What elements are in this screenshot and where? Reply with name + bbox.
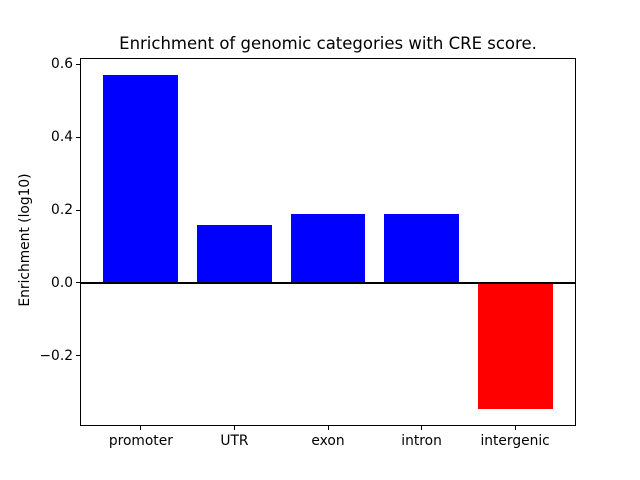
x-tick-mark <box>514 426 516 430</box>
bar-intron <box>384 213 459 283</box>
y-tick-mark <box>76 209 80 211</box>
x-tick-mark <box>233 426 235 430</box>
y-tick-label: 0.2 <box>51 202 73 219</box>
y-tick-mark <box>76 355 80 357</box>
y-tick-mark <box>76 282 80 284</box>
bar-exon <box>290 213 366 283</box>
bar-UTR <box>197 224 272 283</box>
y-tick-label: 0.0 <box>51 274 73 291</box>
y-tick-label: 0.4 <box>51 129 73 146</box>
x-tick-label-intergenic: intergenic <box>480 433 550 449</box>
y-tick-mark <box>76 63 80 65</box>
y-axis-label: Enrichment (log10) <box>17 173 33 307</box>
bar-promoter <box>103 75 179 283</box>
plot-area <box>80 58 576 426</box>
x-tick-mark <box>327 426 329 430</box>
y-tick-label: −0.2 <box>39 347 73 364</box>
bar-intergenic <box>477 282 553 409</box>
x-tick-label-exon: exon <box>311 433 345 449</box>
x-tick-label-UTR: UTR <box>220 433 249 449</box>
x-tick-label-promoter: promoter <box>108 433 173 449</box>
chart-title: Enrichment of genomic categories with CR… <box>119 34 537 53</box>
x-tick-mark <box>140 426 142 430</box>
x-tick-label-intron: intron <box>401 433 442 449</box>
y-tick-mark <box>76 136 80 138</box>
y-tick-label: 0.6 <box>51 56 73 73</box>
x-tick-mark <box>421 426 423 430</box>
zero-line <box>81 281 575 284</box>
